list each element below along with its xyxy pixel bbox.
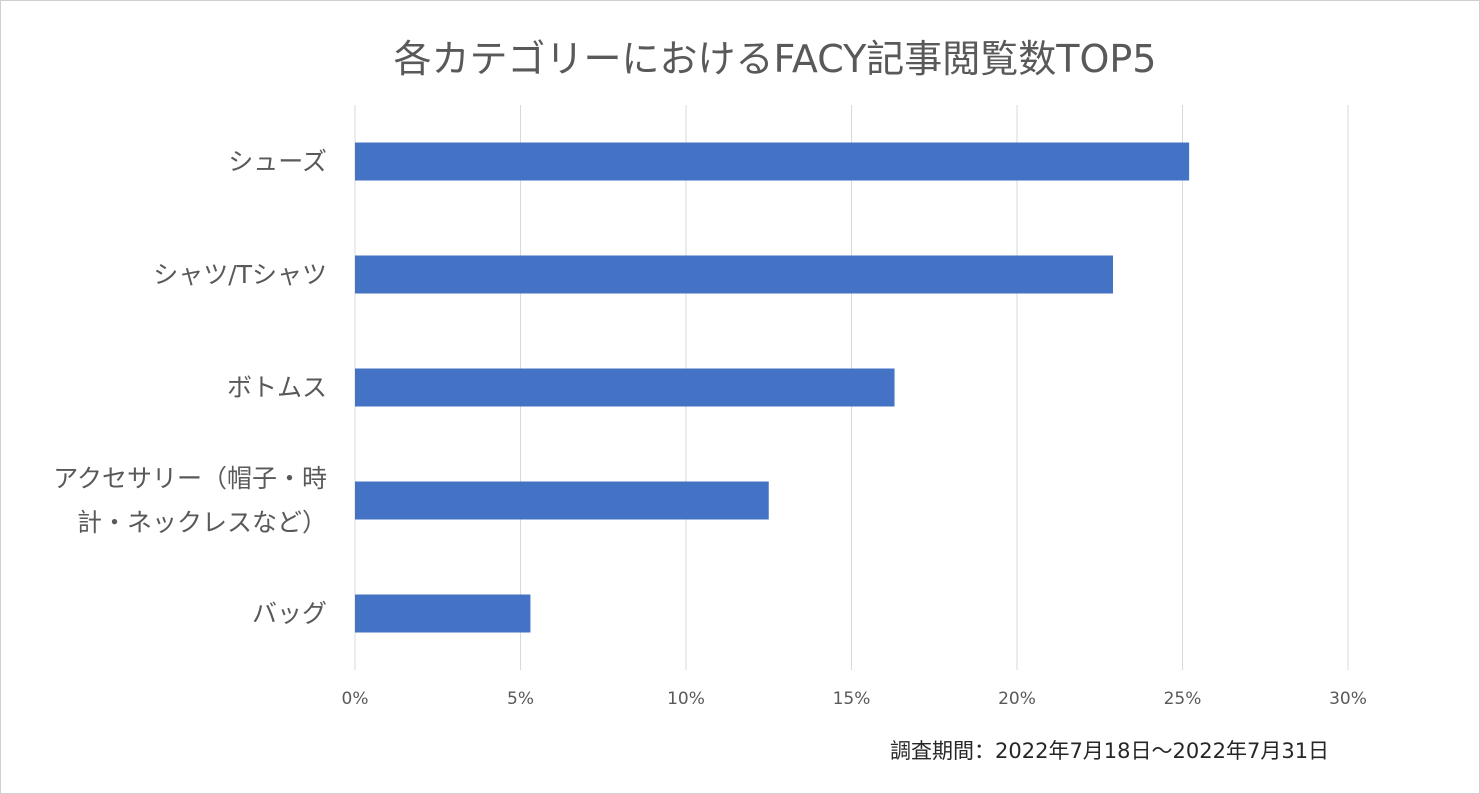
bar bbox=[355, 142, 1190, 181]
x-tick-label: 10% bbox=[667, 689, 705, 709]
x-tick-label: 0% bbox=[342, 689, 369, 709]
category-label: シューズ bbox=[228, 140, 327, 184]
bar bbox=[355, 255, 1113, 294]
survey-period-note: 調査期間：2022年7月18日～2022年7月31日 bbox=[890, 739, 1330, 763]
bars bbox=[355, 142, 1190, 633]
x-tick-label: 20% bbox=[998, 689, 1036, 709]
x-tick-label: 5% bbox=[507, 689, 534, 709]
x-tick-label: 25% bbox=[1164, 689, 1202, 709]
category-label: バッグ bbox=[252, 592, 327, 636]
bar bbox=[355, 481, 769, 520]
category-label: シャツ/Tシャツ bbox=[153, 253, 327, 297]
category-label: ボトムス bbox=[227, 366, 327, 410]
category-label-line: シャツ/Tシャツ bbox=[153, 259, 327, 289]
bar bbox=[355, 368, 895, 407]
bar bbox=[355, 594, 531, 633]
chart-title: 各カテゴリーにおけるFACY記事閲覧数TOP5 bbox=[393, 37, 1157, 81]
category-label-line: 計・ネックレスなど） bbox=[76, 507, 327, 537]
x-tick-label: 30% bbox=[1329, 689, 1367, 709]
category-label-line: アクセサリー（帽子・時 bbox=[53, 463, 327, 493]
x-axis-ticks: 0% 5% 10% 15% 20% 25% 30% bbox=[342, 689, 1367, 709]
category-label: アクセサリー（帽子・時計・ネックレスなど） bbox=[53, 457, 327, 545]
category-label-line: ボトムス bbox=[226, 372, 327, 402]
category-label-line: バッグ bbox=[251, 598, 327, 628]
x-tick-label: 15% bbox=[833, 689, 871, 709]
category-label-line: シューズ bbox=[228, 146, 327, 176]
